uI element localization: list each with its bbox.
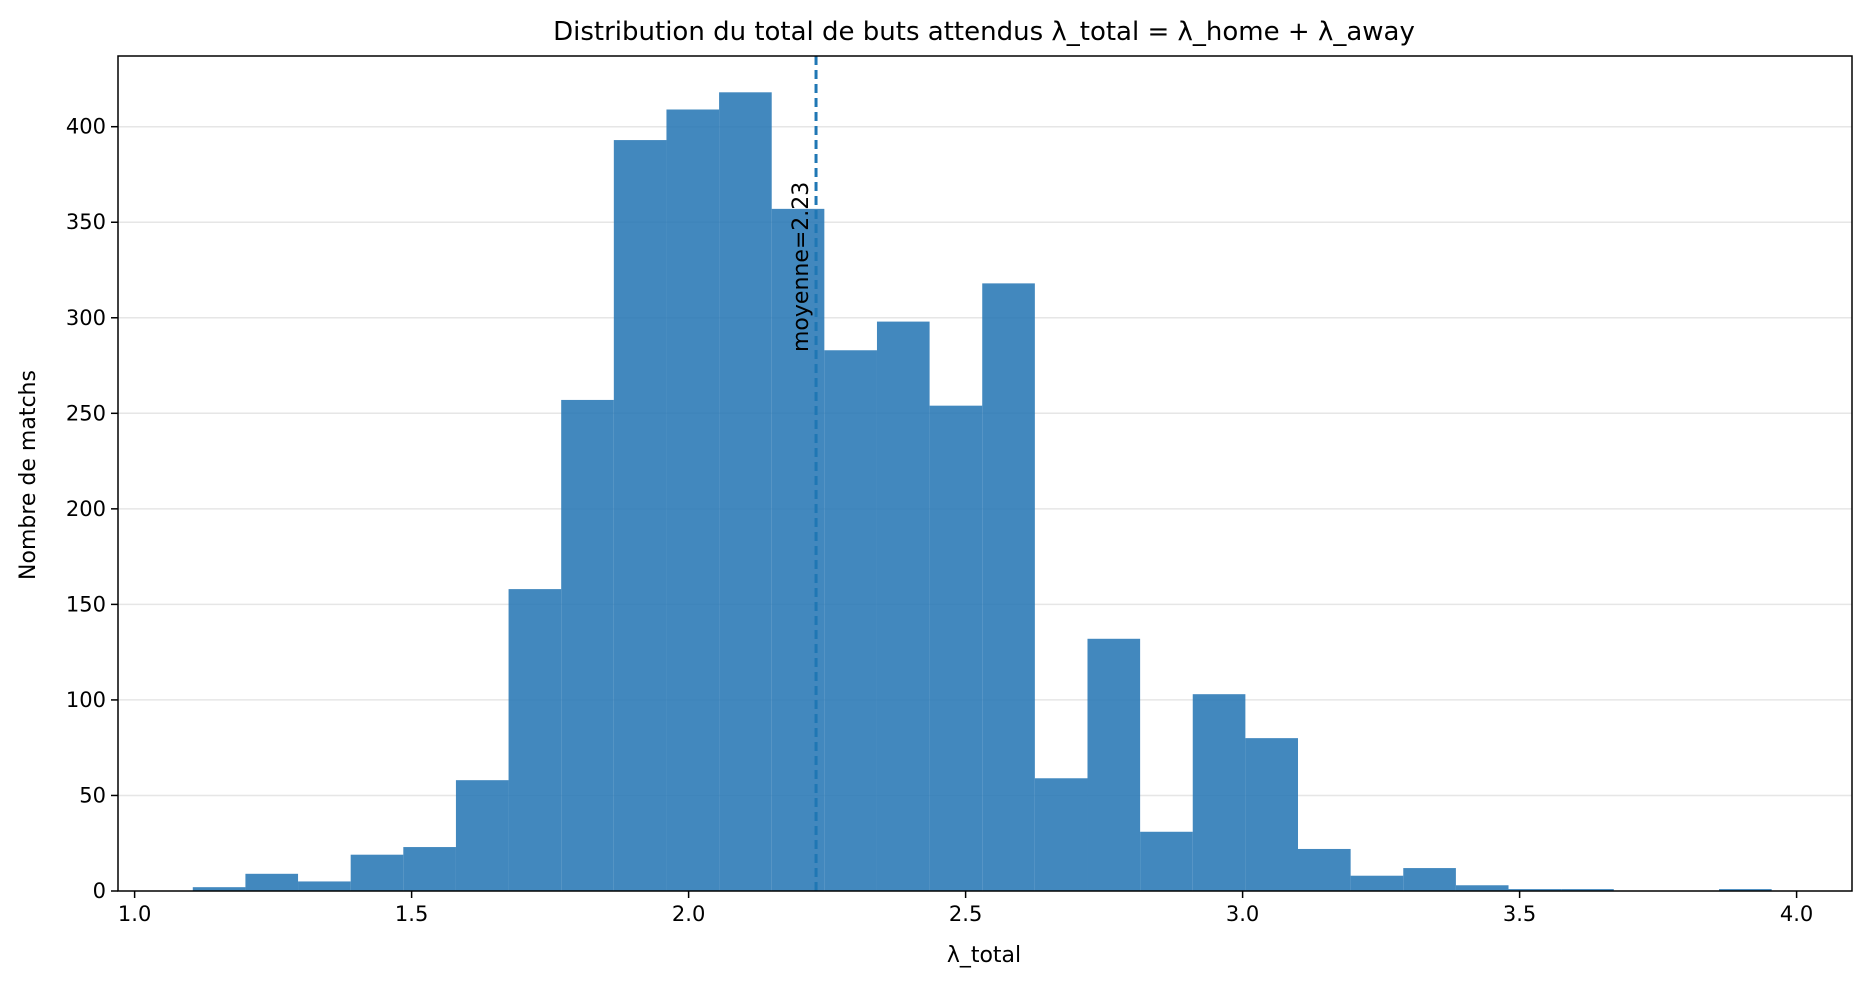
x-tick-label: 2.0 (672, 902, 705, 926)
y-tick-label: 50 (79, 783, 106, 807)
x-axis-label: λ_total (947, 943, 1021, 968)
mean-marker: moyenne=2.23 (789, 56, 818, 891)
histogram-bar (876, 321, 930, 891)
y-tick-label: 350 (66, 210, 106, 234)
histogram-bar (1403, 868, 1456, 891)
histogram-bar (1034, 778, 1088, 891)
y-tick-label: 400 (66, 115, 106, 139)
x-tick-label: 4.0 (1780, 902, 1813, 926)
histogram-bar (1508, 889, 1562, 891)
y-axis-label: Nombre de matchs (16, 370, 41, 580)
y-tick-label: 150 (66, 592, 106, 616)
histogram-bar (298, 881, 351, 891)
histogram-bar (1719, 889, 1772, 891)
histogram-bar (455, 780, 509, 891)
histogram-bar (350, 854, 404, 891)
histogram-bar (1087, 638, 1141, 891)
histogram-bar (613, 140, 667, 891)
y-tick-label: 0 (93, 879, 106, 903)
x-tick-label: 1.5 (395, 902, 428, 926)
y-tick-label: 100 (66, 688, 106, 712)
x-tick-label: 1.0 (118, 902, 151, 926)
histogram-bar (1298, 848, 1351, 891)
chart-title: Distribution du total de buts attendus λ… (553, 17, 1415, 47)
histogram-bars (192, 92, 1772, 892)
histogram-bar (929, 405, 983, 891)
histogram-bar (508, 589, 562, 891)
plot-frame (117, 55, 1853, 892)
histogram-bar (245, 873, 299, 891)
histogram-bar (403, 847, 456, 891)
histogram-bar (719, 92, 772, 892)
histogram-bar (561, 399, 614, 891)
y-tick-label: 250 (66, 401, 106, 425)
y-tick-label: 200 (66, 497, 106, 521)
histogram-bar (1192, 694, 1246, 891)
histogram-bar (824, 350, 877, 891)
x-tick-label: 2.5 (949, 902, 982, 926)
x-tick-label: 3.5 (1503, 902, 1536, 926)
x-axis: 1.0 1.5 2.0 2.5 3.0 3.5 4.0 (118, 891, 1813, 926)
x-tick-label: 3.0 (1226, 902, 1259, 926)
histogram-bar (982, 283, 1035, 891)
histogram-bar (1350, 875, 1404, 891)
histogram-bar (1455, 885, 1509, 891)
y-tick-label: 300 (66, 306, 106, 330)
mean-annotation: moyenne=2.23 (789, 182, 814, 352)
histogram-bar (1140, 831, 1193, 891)
histogram-bar (192, 887, 246, 891)
histogram-bar (666, 109, 720, 891)
y-axis: 0 50 100 150 200 250 300 350 400 (66, 115, 118, 903)
histogram-bar (1245, 738, 1299, 891)
histogram-bar (1561, 889, 1614, 891)
